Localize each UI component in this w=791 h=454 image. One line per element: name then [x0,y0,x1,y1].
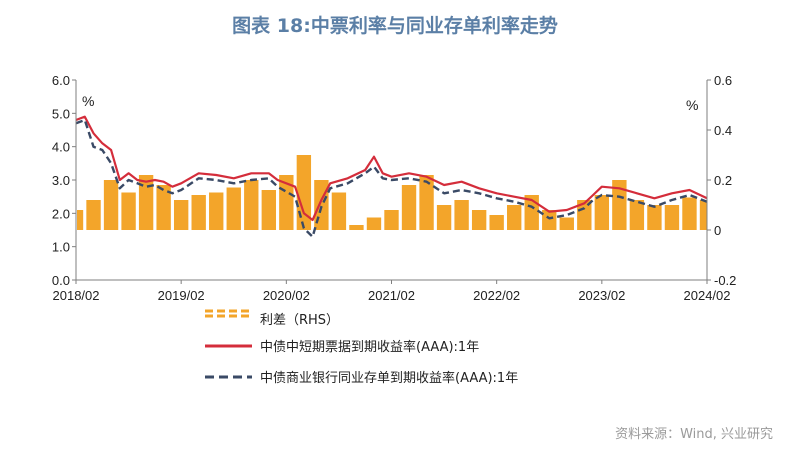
right-tick-label: 0 [714,223,721,238]
spread-bar [401,185,417,230]
spread-bar [471,210,487,230]
x-tick-label: 2024/02 [684,288,731,303]
x-tick-label: 2021/02 [368,288,415,303]
right-tick-label: -0.2 [714,273,736,288]
series-lines [75,115,708,238]
left-tick-label: 1.0 [52,240,70,255]
legend: 利差（RHS） 中债中短期票据到期收益率(AAA):1年 中债商业银行同业存单到… [205,309,518,386]
spread-bar [542,210,557,230]
spread-bar [664,205,680,230]
left-tick-label: 5.0 [52,106,70,121]
spread-bar [86,200,101,230]
spread-bar [507,205,522,230]
spread-bar [699,200,707,230]
spread-bar [419,175,434,230]
axes: 6.0 5.0 4.0 3.0 2.0 1.0 0.0 0.6 0.4 0.2 0 -0.2 2018/… [52,73,736,303]
spread-bar [524,195,539,230]
left-tick-label: 6.0 [52,73,70,88]
left-tick-label: 2.0 [52,206,70,221]
right-unit-label: % [686,97,698,113]
spread-bar [682,197,697,230]
spread-bar [454,200,469,230]
spread-bar [121,192,136,230]
spread-bar [244,180,259,230]
spread-bar [594,195,610,230]
spread-bar [191,195,206,230]
mtn-yield-line [75,115,708,222]
spread-bar [366,217,382,230]
chart-title: 图表 18:中票利率与同业存单利率走势 [232,14,558,37]
spread-bar [209,192,224,230]
left-tick-label: 4.0 [52,140,70,155]
x-tick-label: 2023/02 [578,288,625,303]
spread-bar [296,155,312,230]
spread-bar [612,180,627,230]
spread-bar [103,180,119,230]
spread-bar [331,192,347,230]
right-tick-label: 0.4 [714,123,732,138]
spread-bar [489,215,504,230]
spread-bar [384,210,399,230]
spread-bar [559,217,574,230]
x-tick-label: 2022/02 [473,288,520,303]
right-tick-label: 0.2 [714,173,732,188]
source-note: 资料来源：Wind, 兴业研究 [615,427,773,442]
spread-bar [629,200,645,230]
x-tick-label: 2019/02 [158,288,205,303]
spread-bar [261,190,276,230]
spread-bar [138,175,154,230]
spread-bar [77,210,84,230]
x-tick-label: 2020/02 [263,288,310,303]
spread-bar [577,200,592,230]
spread-bar [156,185,171,230]
spread-bar [349,225,364,230]
left-tick-label: 3.0 [52,173,70,188]
x-tick-label: 2018/02 [53,288,100,303]
spread-bar [647,205,662,230]
legend-label-mtn: 中债中短期票据到期收益率(AAA):1年 [260,339,479,355]
left-tick-label: 0.0 [52,273,70,288]
legend-label-spread: 利差（RHS） [260,313,339,328]
spread-bar [226,187,241,230]
spread-bar [436,205,452,230]
left-unit-label: % [82,93,94,109]
ncd-yield-line [75,118,708,238]
legend-label-ncd: 中债商业银行同业存单到期收益率(AAA):1年 [260,370,518,386]
right-tick-label: 0.6 [714,73,732,88]
spread-bar [173,200,189,230]
